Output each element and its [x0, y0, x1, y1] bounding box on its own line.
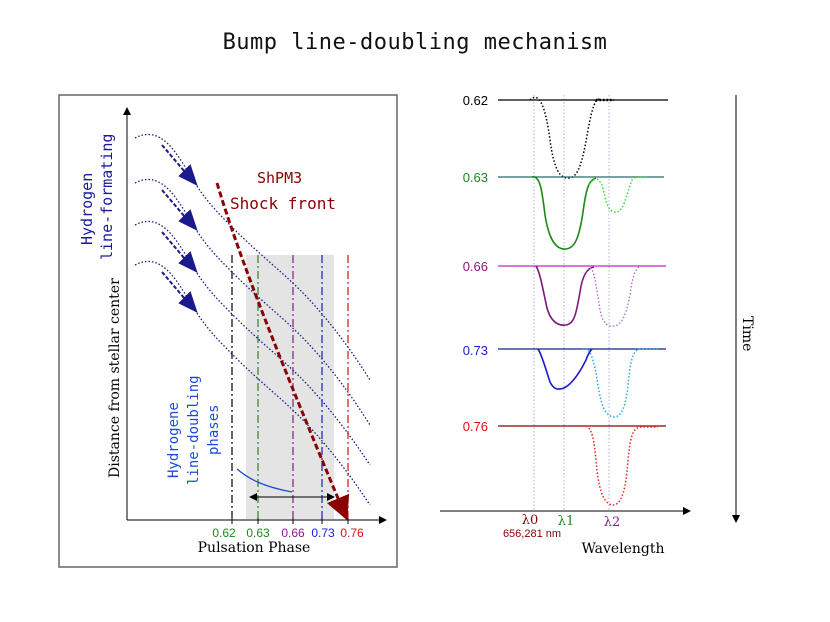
- hydrogen-label-1: Hydrogen: [78, 173, 96, 245]
- profile-phase-label: 0.73: [463, 343, 488, 358]
- profile-phase-label: 0.76: [463, 419, 488, 434]
- left-x-axis-label: Pulsation Phase: [198, 540, 311, 556]
- left-y-axis-label: Distance from stellar center: [107, 278, 123, 478]
- shock-label-1: ShPM3: [257, 169, 302, 187]
- lambda0-label: λ0: [522, 513, 539, 528]
- line-doubling-band: [246, 255, 334, 519]
- left-panel-frame: [58, 94, 398, 568]
- curve-arrows: [161, 144, 198, 313]
- profile-phase-label: 0.63: [463, 170, 488, 185]
- time-axis-label: Time: [739, 316, 755, 351]
- wavelength-axis-label: Wavelength: [581, 541, 664, 557]
- doubling-label-1: Hydrogene: [166, 402, 182, 478]
- lambda2-label: λ2: [604, 515, 621, 530]
- lambda1-label: λ1: [558, 514, 575, 529]
- profile-073: [498, 347, 666, 418]
- shock-front-arrow: [215, 182, 350, 521]
- phase-label: 0.62: [212, 526, 236, 540]
- phase-label: 0.63: [246, 526, 270, 540]
- profile-phase-labels: 0.62 0.63 0.66 0.73 0.76: [463, 93, 488, 434]
- doubling-pointer: [236, 468, 293, 493]
- profile-076: [498, 425, 666, 506]
- phase-labels: 0.62 0.63 0.66 0.73 0.76: [212, 526, 364, 540]
- phase-label: 0.66: [281, 526, 305, 540]
- lambda0-value: 656,281 nm: [503, 528, 561, 540]
- doubling-label-2: line-doubling: [186, 375, 202, 485]
- profile-phase-label: 0.62: [463, 93, 488, 108]
- profile-062: [498, 96, 668, 179]
- profile-066: [498, 265, 666, 327]
- profile-phase-label: 0.66: [463, 259, 488, 274]
- page-title: Bump line-doubling mechanism: [222, 30, 608, 55]
- shock-label-2: Shock front: [230, 194, 336, 213]
- phase-label: 0.76: [340, 526, 364, 540]
- phase-label: 0.73: [311, 526, 335, 540]
- hydrogen-label-2: line-formating: [98, 134, 116, 260]
- profile-063: [498, 176, 664, 250]
- doubling-label-3: phases: [206, 404, 222, 455]
